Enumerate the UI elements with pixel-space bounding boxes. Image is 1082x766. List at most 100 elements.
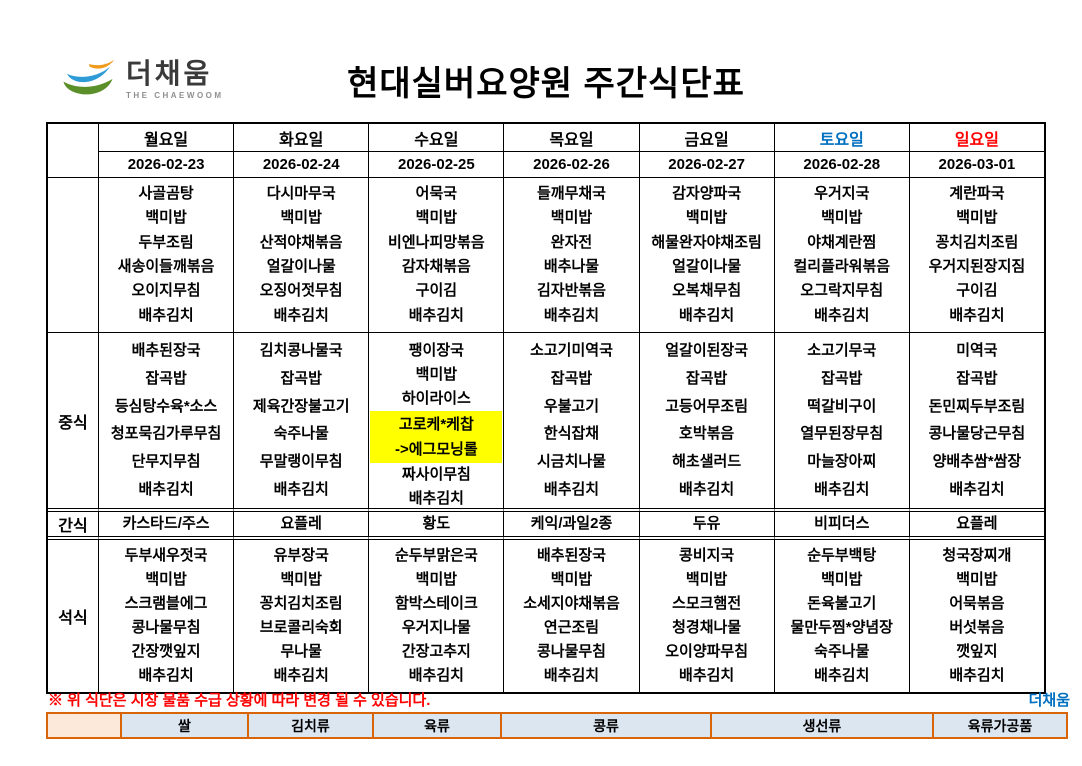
menu-item: 물만두찜*양념장 [790, 619, 893, 636]
logo-text: 더채움 THE CHAEWOOM [126, 58, 224, 100]
menu-item: 배추김치 [408, 306, 464, 324]
menu-item: 간장고추지 [401, 643, 471, 660]
menu-item: 배추김치 [679, 667, 735, 684]
menu-item: 고등어무조림 [665, 397, 749, 415]
legend-category-생선류: 생선류 [711, 712, 933, 739]
breakfast-menu-day3: 어묵국 백미밥 비엔나피망볶음 감자채볶음 구이김 배추김치 [368, 177, 504, 332]
legend-category-콩류: 콩류 [501, 712, 711, 739]
menu-item: 얼갈이나물 [266, 258, 336, 276]
menu-item: 등심탕수육*소스 [114, 397, 218, 415]
menu-item: 들깨무채국 [536, 185, 606, 203]
menu-item: 백미밥 [145, 571, 187, 588]
menu-item: 무말랭이무침 [259, 453, 343, 471]
menu-item: 배추김치 [138, 306, 194, 324]
date-cell-4: 2026-02-26 [503, 151, 639, 177]
menu-item: 돈육불고기 [807, 595, 877, 612]
menu-item: 스크램블에그 [124, 595, 208, 612]
menu-item: 감자채볶음 [401, 258, 471, 276]
menu-item: 순두부맑은국 [394, 547, 478, 564]
menu-item: 팽이장국 [408, 342, 464, 359]
lunch-menu-day1: 배추된장국 잡곡밥 등심탕수육*소스 청포묵김가루무침 단무지무침 배추김치 [98, 332, 234, 508]
day-header-4: 목요일 [503, 124, 638, 151]
menu-item: 다시마무국 [266, 185, 336, 203]
menu-item: 황도 [422, 515, 451, 532]
dinner-menu-day2: 유부장국 백미밥 꽁치김치조림 브로콜리숙회 무나물 배추김치 [233, 536, 369, 692]
breakfast-menu-day1: 사골곰탕 백미밥 두부조림 새송이들깨볶음 오이지무침 배추김치 [98, 177, 234, 332]
menu-item: 새송이들깨볶음 [117, 258, 215, 276]
menu-change-note: ※ 위 식단은 시장 물품 수급 상황에 따라 변경 될 수 있습니다. [48, 692, 431, 709]
day-header-1: 월요일 [98, 124, 233, 151]
menu-item: 배추김치 [814, 306, 870, 324]
date-cell-6: 2026-02-28 [773, 151, 909, 177]
menu-item: 오이양파무침 [665, 643, 749, 660]
breakfast-menu-day2: 다시마무국 백미밥 산적야채볶음 얼갈이나물 오징어젓무침 배추김치 [233, 177, 369, 332]
dinner-menu-day3: 순두부맑은국 백미밥 함박스테이크 우거지나물 간장고추지 배추김치 [368, 536, 504, 692]
dinner-menu-day4: 배추된장국 백미밥 소세지야채볶음 연근조림 콩나물무침 배추김치 [503, 536, 639, 692]
week-table: 월요일 화요일 수요일 목요일 금요일 토요일 일요일 2026-02-23 2026-02-2… [46, 122, 1046, 694]
menu-item: 백미밥 [956, 571, 998, 588]
menu-item: 숙주나물 [814, 643, 870, 660]
menu-item: 소고기미역국 [530, 342, 613, 359]
snack-menu-day4: 케익/과일2종 [503, 508, 639, 536]
food-category-legend: 쌀 김치류 육류 콩류 생선류 육류가공품 [46, 712, 1072, 739]
snack-menu-day1: 카스타드/주스 [98, 508, 234, 536]
footer-row: ※ 위 식단은 시장 물품 수급 상황에 따라 변경 될 수 있습니다. 더채움 [48, 689, 1072, 709]
highlighted-menu-item: 고로케*케찹 ->에그모닝롤 [370, 411, 503, 463]
menu-item: 콩나물무침 [131, 619, 201, 636]
menu-item: 잡곡밥 [821, 369, 863, 387]
menu-item: 브로콜리숙회 [259, 619, 343, 636]
menu-item: ->에그모닝롤 [394, 441, 478, 458]
menu-item: 제육간장불고기 [252, 397, 350, 415]
menu-item: 소세지야채볶음 [523, 595, 620, 612]
menu-item: 해초샐러드 [672, 453, 742, 471]
menu-item: 콩나물당근무침 [928, 425, 1026, 443]
menu-item: 잡곡밥 [145, 369, 187, 387]
dinner-menu-day1: 두부새우젓국 백미밥 스크램블에그 콩나물무침 간장깻잎지 배추김치 [98, 536, 234, 692]
menu-item: 두유 [692, 515, 721, 532]
bowl-logo-icon [63, 59, 115, 95]
legend-category-육류가공품: 육류가공품 [933, 712, 1068, 739]
menu-item: 연근조림 [543, 619, 600, 636]
section-label-dinner: 석식 [48, 536, 98, 692]
menu-item: 배추된장국 [131, 342, 201, 359]
brand-logo: 더채움 THE CHAEWOOM [60, 54, 224, 104]
menu-item: 감자양파국 [672, 185, 742, 203]
menu-item: 얼갈이된장국 [665, 342, 749, 359]
menu-item: 마늘장아찌 [807, 453, 877, 471]
menu-item: 얼갈이나물 [672, 258, 742, 276]
breakfast-menu-day5: 감자양파국 백미밥 해물완자야채조림 얼갈이나물 오복채무침 배추김치 [638, 177, 774, 332]
menu-item: 호박볶음 [679, 425, 735, 443]
menu-item: 잡곡밥 [956, 369, 998, 387]
menu-item: 어묵국 [415, 185, 458, 203]
menu-item: 배추김치 [138, 667, 194, 684]
menu-item: 배추김치 [273, 306, 329, 324]
table-corner-cell [48, 124, 98, 177]
menu-item: 콩비지국 [679, 547, 735, 564]
menu-item: 백미밥 [280, 571, 322, 588]
snack-menu-day7: 요플레 [908, 508, 1044, 536]
logo-subtitle: THE CHAEWOOM [126, 90, 224, 100]
menu-item: 백미밥 [550, 209, 593, 227]
menu-item: 스모크햄전 [672, 595, 742, 612]
menu-item: 배추김치 [679, 480, 735, 498]
menu-item: 케익/과일2종 [530, 515, 613, 532]
menu-item: 유부장국 [273, 547, 329, 564]
menu-item: 완자전 [550, 233, 593, 251]
menu-item: 요플레 [280, 515, 322, 532]
menu-item: 배추김치 [679, 306, 735, 324]
menu-item: 배추김치 [814, 480, 870, 498]
menu-item: 깻잎지 [956, 643, 998, 660]
menu-item: 배추김치 [949, 306, 1005, 324]
menu-item: 배추김치 [543, 306, 600, 324]
menu-item: 산적야채볶음 [259, 233, 343, 251]
menu-item: 배추김치 [408, 490, 464, 507]
menu-item: 단무지무침 [131, 453, 201, 471]
menu-item: 배추김치 [543, 667, 600, 684]
menu-item: 한식잡채 [543, 425, 600, 443]
menu-item: 하이라이스 [401, 390, 471, 407]
menu-item: 잡곡밥 [685, 369, 728, 387]
day-header-3: 수요일 [368, 124, 503, 151]
menu-item: 순두부백탕 [807, 547, 877, 564]
menu-item: 배추나물 [543, 258, 600, 276]
menu-item: 간장깻잎지 [131, 643, 201, 660]
